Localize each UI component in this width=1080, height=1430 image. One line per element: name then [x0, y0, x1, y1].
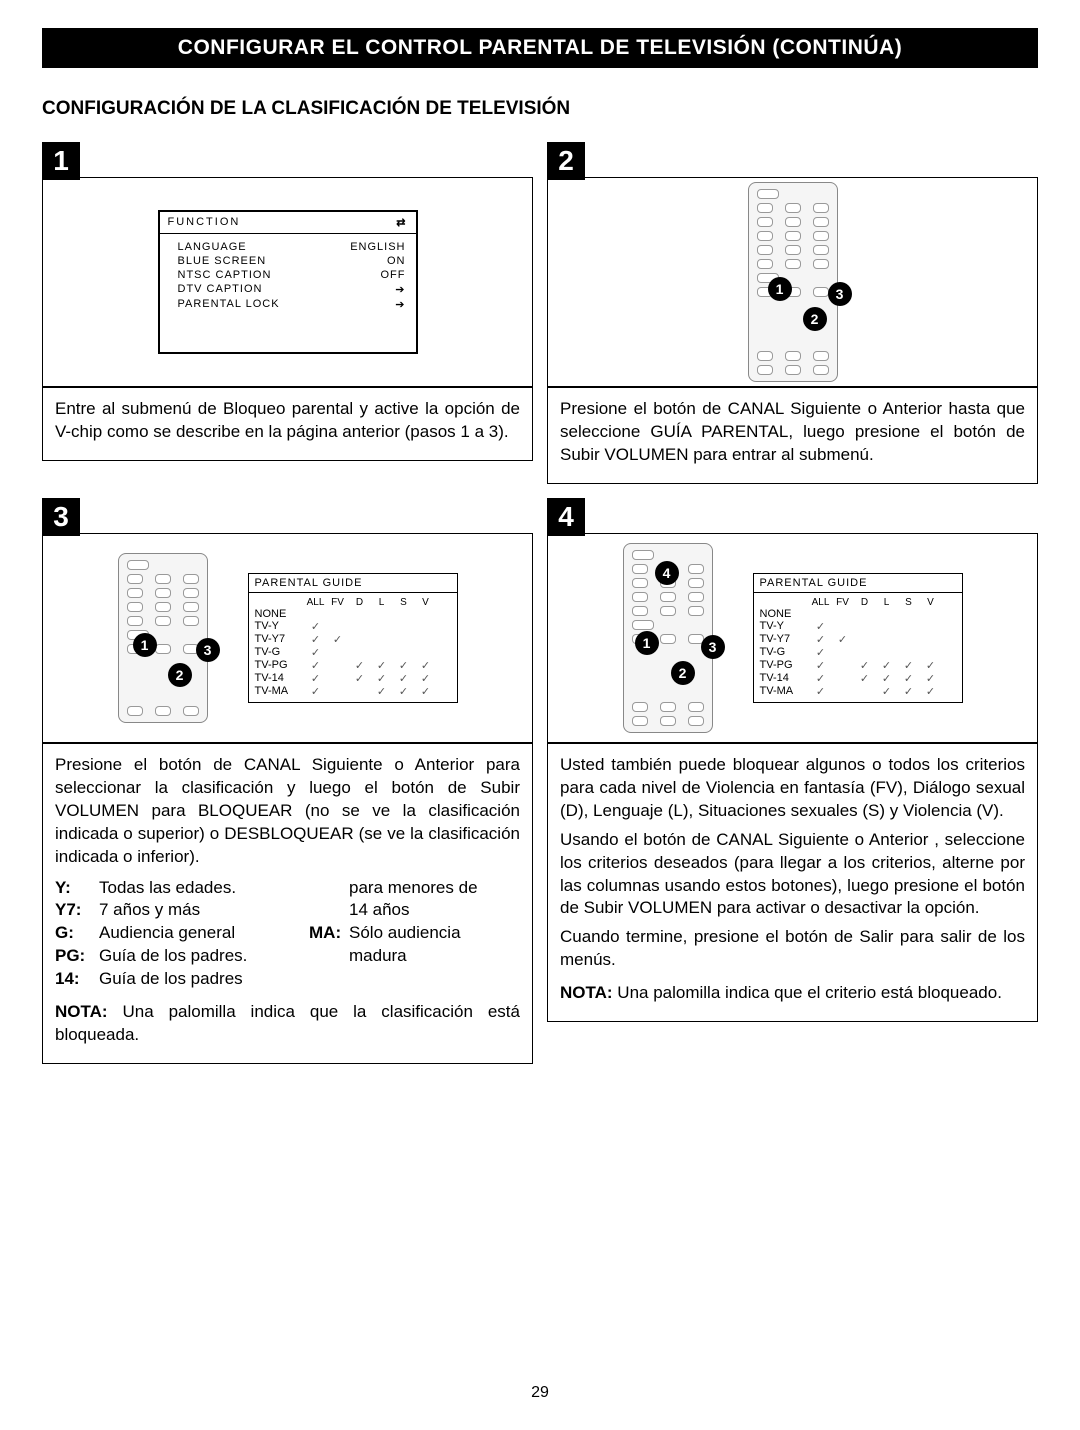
section-subtitle: CONFIGURACIÓN DE LA CLASIFICACIÓN DE TEL… [42, 98, 1038, 120]
step-2: 2 1 2 3 [547, 142, 1038, 484]
remote-control-icon [748, 182, 838, 382]
steps-grid: 1 FUNCTION LANGUAGEENGLISHBLUE SCREENONN… [42, 142, 1038, 1064]
step-4-figure: 4 1 2 3 PARENTAL GUIDE ALLFVDLSVNONETV-Y… [547, 533, 1038, 743]
parental-guide-table: PARENTAL GUIDE ALLFVDLSVNONETV-YTV-Y7TV-… [248, 573, 458, 703]
page-number: 29 [42, 1384, 1038, 1402]
arrows-icon [396, 216, 407, 229]
step-1: 1 FUNCTION LANGUAGEENGLISHBLUE SCREENONN… [42, 142, 533, 484]
step-4: 4 4 1 2 3 [547, 498, 1038, 1064]
ratings-definitions: Y:Todas las edades.para menores deY7:7 a… [55, 877, 520, 992]
step-1-text: Entre al submenú de Bloqueo parental y a… [42, 387, 533, 461]
step-3-text: Presione el botón de CANAL Siguiente o A… [42, 743, 533, 1064]
step-2-number: 2 [547, 142, 585, 180]
step-2-figure: 1 2 3 [547, 177, 1038, 387]
callout-3: 3 [828, 282, 852, 306]
function-menu-title: FUNCTION [168, 216, 241, 229]
callout-2: 2 [803, 307, 827, 331]
step-1-number: 1 [42, 142, 80, 180]
remote-control-icon [118, 553, 208, 723]
step-3-number: 3 [42, 498, 80, 536]
parental-guide-table: PARENTAL GUIDE ALLFVDLSVNONETV-YTV-Y7TV-… [753, 573, 963, 703]
step-3-note: NOTA: Una palomilla indica que la clasif… [55, 1001, 520, 1047]
callout-3: 3 [196, 638, 220, 662]
callout-4: 4 [655, 561, 679, 585]
callout-2: 2 [168, 663, 192, 687]
callout-2: 2 [671, 661, 695, 685]
step-1-figure: FUNCTION LANGUAGEENGLISHBLUE SCREENONNTS… [42, 177, 533, 387]
step-3-figure: 1 2 3 PARENTAL GUIDE ALLFVDLSVNONETV-YTV… [42, 533, 533, 743]
callout-1: 1 [133, 633, 157, 657]
step-3: 3 1 2 3 PARENTAL GUIDE [42, 498, 533, 1064]
callout-3: 3 [701, 635, 725, 659]
step-4-number: 4 [547, 498, 585, 536]
callout-1: 1 [635, 631, 659, 655]
step-2-text: Presione el botón de CANAL Siguiente o A… [547, 387, 1038, 484]
step-4-note: NOTA: Una palomilla indica que el criter… [560, 982, 1025, 1005]
callout-1: 1 [768, 277, 792, 301]
function-menu: FUNCTION LANGUAGEENGLISHBLUE SCREENONNTS… [158, 210, 418, 354]
page-title-bar: CONFIGURAR EL CONTROL PARENTAL DE TELEVI… [42, 28, 1038, 68]
step-4-text: Usted también puede bloquear algunos o t… [547, 743, 1038, 1022]
